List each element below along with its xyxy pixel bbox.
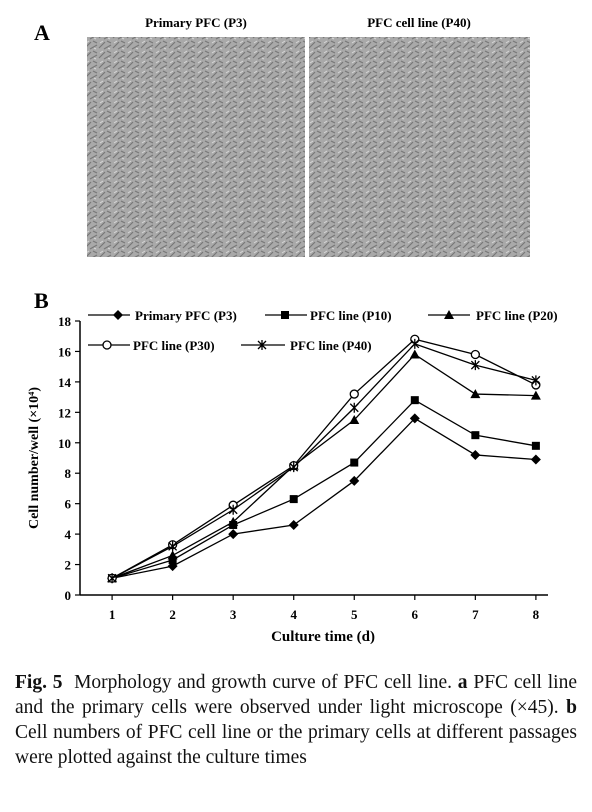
- data-point: [168, 555, 177, 564]
- data-point: [228, 529, 239, 540]
- panel-label: B: [34, 288, 49, 313]
- y-tick-label: 2: [65, 558, 72, 573]
- y-tick-label: 10: [58, 436, 71, 451]
- series-line: [111, 417, 536, 579]
- series-line: [111, 399, 537, 579]
- panel-label: A: [34, 20, 50, 45]
- x-tick-label: 6: [412, 607, 419, 622]
- caption-text: Cell numbers of PFC cell line or the pri…: [15, 722, 577, 768]
- image-title: Primary PFC (P3): [145, 15, 247, 30]
- caption-label: a: [457, 672, 468, 693]
- x-tick-label: 4: [290, 607, 297, 622]
- data-point: [470, 360, 480, 371]
- y-tick-label: 18: [58, 314, 72, 329]
- data-point: [531, 375, 541, 386]
- caption-label: Fig. 5: [15, 672, 63, 693]
- series-line: [111, 353, 536, 579]
- x-tick-label: 8: [533, 607, 540, 622]
- data-point: [531, 441, 540, 450]
- x-tick-label: 5: [351, 607, 358, 622]
- data-point: [410, 396, 419, 405]
- series-line: [111, 338, 537, 579]
- series-line: [111, 343, 537, 579]
- figure: A Primary PFC (P3) PFC cell line (P40) B…: [27, 15, 558, 645]
- data-point: [167, 550, 178, 560]
- data-point: [288, 519, 299, 530]
- data-point: [289, 462, 299, 473]
- data-point: [471, 431, 480, 440]
- x-tick-label: 3: [230, 607, 237, 622]
- legend-marker: [281, 311, 289, 319]
- x-axis-label: Culture time (d): [271, 629, 375, 645]
- data-point: [107, 573, 117, 584]
- legend-marker: [113, 310, 123, 320]
- legend-marker: [102, 340, 112, 350]
- data-point: [530, 390, 541, 400]
- caption-text: Morphology and growth curve of PFC cell …: [74, 672, 452, 693]
- caption-text: PFC cell line and the primary cells were…: [15, 672, 578, 718]
- y-tick-label: 14: [58, 375, 72, 390]
- caption-label: b: [566, 697, 578, 718]
- data-point: [350, 458, 359, 467]
- y-tick-label: 12: [58, 405, 71, 420]
- y-tick-label: 16: [58, 344, 72, 359]
- legend-label: PFC line (P10): [310, 308, 392, 323]
- y-tick-label: 6: [65, 497, 72, 512]
- x-tick-label: 1: [109, 607, 116, 622]
- data-point: [530, 454, 541, 465]
- data-point: [168, 541, 178, 552]
- data-point: [409, 413, 420, 424]
- data-point: [289, 495, 298, 504]
- y-tick-label: 8: [65, 466, 72, 481]
- x-tick-label: 7: [472, 607, 479, 622]
- legend-label: PFC line (P30): [133, 338, 215, 353]
- data-point: [470, 449, 481, 460]
- data-point: [349, 402, 359, 413]
- y-tick-label: 0: [65, 588, 72, 603]
- micrograph: [87, 37, 305, 257]
- data-point: [228, 504, 238, 515]
- y-axis-label: Cell number/well (×10⁴): [27, 387, 42, 529]
- legend-label: Primary PFC (P3): [135, 308, 237, 323]
- y-tick-label: 4: [65, 527, 72, 542]
- data-point: [349, 389, 359, 399]
- image-title: PFC cell line (P40): [367, 15, 471, 30]
- legend-marker: [444, 310, 454, 319]
- data-point: [409, 349, 420, 359]
- legend-label: PFC line (P20): [476, 308, 558, 323]
- data-point: [470, 389, 481, 399]
- data-point: [410, 338, 420, 349]
- caption: Fig. 5 Morphology and growth curve of PF…: [15, 670, 577, 770]
- legend-label: PFC line (P40): [290, 338, 372, 353]
- data-point: [470, 349, 480, 360]
- data-point: [228, 516, 239, 526]
- data-point: [349, 414, 360, 424]
- micrograph: [309, 37, 530, 257]
- legend-marker: [257, 340, 267, 350]
- x-tick-label: 2: [169, 607, 176, 622]
- data-point: [349, 475, 360, 486]
